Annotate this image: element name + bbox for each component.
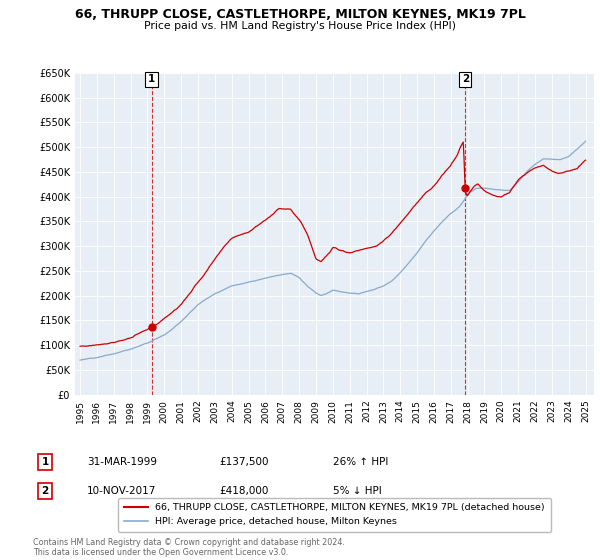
Legend: 66, THRUPP CLOSE, CASTLETHORPE, MILTON KEYNES, MK19 7PL (detached house), HPI: A: 66, THRUPP CLOSE, CASTLETHORPE, MILTON K… bbox=[118, 498, 551, 532]
Text: 31-MAR-1999: 31-MAR-1999 bbox=[87, 457, 157, 467]
Text: 2: 2 bbox=[461, 74, 469, 85]
Text: 5% ↓ HPI: 5% ↓ HPI bbox=[333, 486, 382, 496]
Text: 1: 1 bbox=[148, 74, 155, 85]
Text: Contains HM Land Registry data © Crown copyright and database right 2024.
This d: Contains HM Land Registry data © Crown c… bbox=[33, 538, 345, 557]
Text: 10-NOV-2017: 10-NOV-2017 bbox=[87, 486, 157, 496]
Text: 2: 2 bbox=[41, 486, 49, 496]
Text: £137,500: £137,500 bbox=[219, 457, 269, 467]
Text: Price paid vs. HM Land Registry's House Price Index (HPI): Price paid vs. HM Land Registry's House … bbox=[144, 21, 456, 31]
Text: 66, THRUPP CLOSE, CASTLETHORPE, MILTON KEYNES, MK19 7PL: 66, THRUPP CLOSE, CASTLETHORPE, MILTON K… bbox=[74, 8, 526, 21]
Text: 1: 1 bbox=[41, 457, 49, 467]
Text: £418,000: £418,000 bbox=[219, 486, 268, 496]
Text: 26% ↑ HPI: 26% ↑ HPI bbox=[333, 457, 388, 467]
